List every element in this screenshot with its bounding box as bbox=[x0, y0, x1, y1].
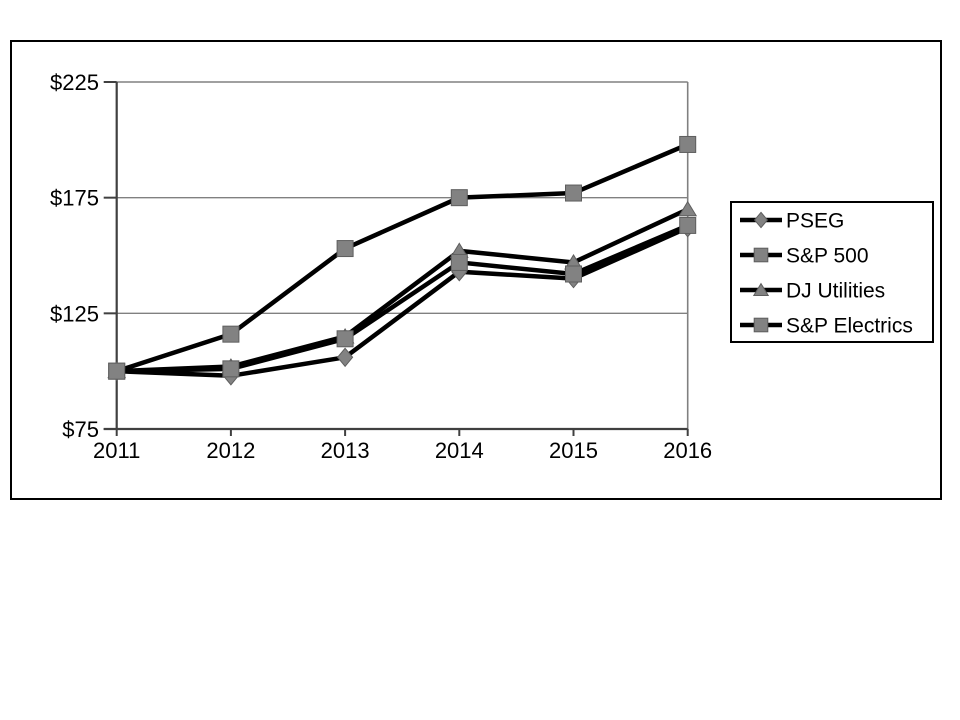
marker-s-p-electrics-2011 bbox=[108, 362, 126, 380]
x-axis-label-2015: 2015 bbox=[549, 438, 598, 463]
x-axis-label-2012: 2012 bbox=[206, 438, 255, 463]
x-axis-label-2013: 2013 bbox=[321, 438, 370, 463]
series-line-s-p-electrics bbox=[116, 223, 689, 374]
x-axis-label-2014: 2014 bbox=[435, 438, 484, 463]
marker-s-p-500-2013 bbox=[336, 240, 354, 258]
marker-pseg-2013 bbox=[336, 347, 354, 368]
marker-s-p-500-2014 bbox=[450, 189, 468, 207]
chart-frame: $225 $175 $125 $75 2011 2012 2013 2014 2015 2016 P… bbox=[10, 40, 942, 500]
series-line-dj-utilities bbox=[116, 207, 689, 374]
legend-label-dj-utilities: DJ Utilities bbox=[786, 280, 885, 303]
legend-marker-s-p-500-square-icon bbox=[753, 247, 769, 263]
marker-s-p-electrics-2016 bbox=[679, 216, 697, 234]
y-axis-label-225: $225 bbox=[50, 70, 99, 95]
y-axis-label-125: $125 bbox=[50, 301, 99, 326]
legend-label-s-p-500: S&P 500 bbox=[786, 245, 869, 268]
legend-marker-dj-utilities-triangle-icon bbox=[752, 282, 770, 297]
legend-label-s-p-electrics: S&P Electrics bbox=[786, 315, 913, 338]
marker-s-p-electrics-2015 bbox=[565, 265, 582, 283]
legend-marker-s-p-electrics-square-icon bbox=[753, 317, 769, 333]
legend-label-pseg: PSEG bbox=[786, 210, 844, 233]
marker-s-p-electrics-2012 bbox=[222, 360, 240, 378]
marker-s-p-500-2016 bbox=[679, 135, 697, 153]
x-axis-label-2011: 2011 bbox=[93, 438, 140, 463]
marker-s-p-electrics-2014 bbox=[450, 253, 468, 271]
x-axis-label-2016: 2016 bbox=[663, 438, 712, 463]
y-axis-label-175: $175 bbox=[50, 186, 99, 211]
y-axis-label-75: $75 bbox=[62, 417, 99, 442]
marker-s-p-500-2012 bbox=[222, 325, 240, 343]
legend-marker-pseg-diamond-icon bbox=[753, 211, 769, 229]
marker-dj-utilities-2016 bbox=[678, 200, 698, 217]
series-line-pseg bbox=[116, 225, 689, 379]
series-line-s-p-500 bbox=[116, 142, 689, 374]
marker-s-p-500-2015 bbox=[565, 184, 582, 202]
marker-s-p-electrics-2013 bbox=[336, 330, 354, 348]
